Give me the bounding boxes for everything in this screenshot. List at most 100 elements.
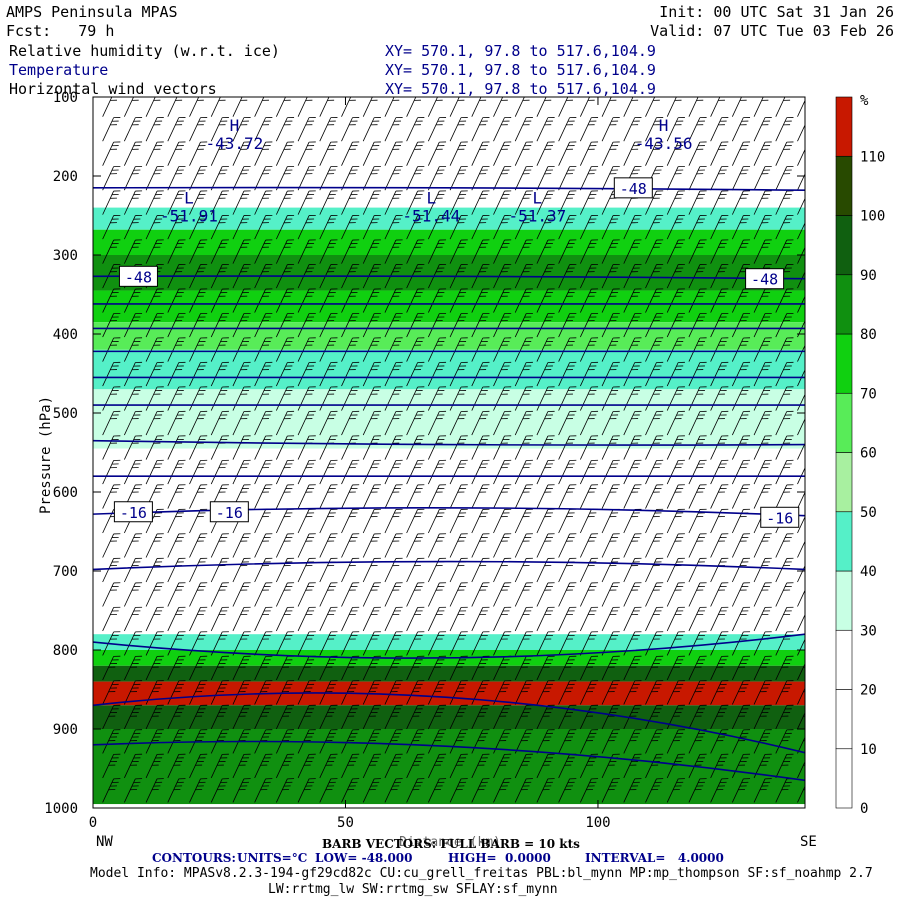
wind-barb (731, 97, 749, 117)
wind-barb (145, 606, 164, 632)
wind-barb (384, 557, 403, 583)
wind-barb (102, 435, 121, 460)
wind-barb (797, 190, 805, 215)
wind-barb (145, 166, 164, 191)
wind-barb (406, 337, 425, 362)
wind-barb (319, 753, 338, 779)
wind-barb (232, 582, 251, 607)
colorbar-tick-label: 80 (860, 327, 877, 343)
extremum-value: -51.91 (160, 207, 218, 226)
wind-barb (601, 312, 620, 338)
wind-barb (623, 117, 642, 142)
wind-barb (210, 337, 229, 362)
wind-barb (645, 557, 664, 583)
wind-barb (536, 386, 555, 411)
wind-barb (341, 97, 358, 117)
wind-barb (601, 459, 620, 485)
wind-barb (514, 729, 533, 754)
y-tick-label: 400 (53, 327, 78, 343)
wind-barb (731, 312, 751, 338)
wind-barb (797, 117, 805, 142)
wind-barb (276, 606, 295, 632)
wind-barb (623, 778, 642, 803)
wind-barb (254, 97, 271, 117)
wind-barb (167, 606, 186, 632)
wind-barb (514, 361, 533, 387)
wind-barb (666, 753, 685, 779)
wind-barb (427, 410, 447, 436)
wind-barb (493, 459, 512, 485)
wind-barb (124, 97, 141, 117)
wind-barb (493, 753, 512, 779)
wind-barb (297, 459, 316, 485)
colorbar-swatch (835, 155, 853, 216)
wind-barb (449, 606, 468, 632)
wind-barb (319, 337, 338, 362)
wind-barb (384, 680, 403, 705)
colorbar-tick-label: 40 (860, 564, 877, 580)
wind-barb (167, 459, 186, 485)
wind-barb (124, 729, 143, 754)
wind-barb (775, 655, 794, 681)
wind-barb (731, 190, 751, 215)
colorbar-tick-label: 90 (860, 268, 877, 284)
wind-barb (145, 141, 164, 166)
wind-barb (167, 337, 186, 362)
wind-barb (645, 533, 664, 558)
wind-barb (753, 410, 772, 436)
wind-barb (775, 141, 794, 166)
wind-barb (514, 508, 533, 534)
wind-barb (189, 753, 208, 779)
wind-barb (536, 214, 555, 240)
wind-barb (449, 582, 468, 607)
wind-barb (731, 680, 751, 705)
wind-barb (797, 313, 805, 338)
wind-barb (753, 459, 772, 485)
wind-barb (536, 680, 555, 705)
wind-barb (797, 411, 805, 436)
wind-barb (645, 508, 664, 534)
wind-barb (731, 631, 751, 656)
wind-barb (666, 631, 685, 656)
wind-barb (753, 337, 772, 362)
wind-barb (753, 704, 772, 730)
wind-barb (514, 117, 533, 142)
wind-barb (775, 239, 794, 264)
wind-barb (167, 655, 186, 681)
wind-barb (427, 729, 447, 754)
wind-barb (319, 606, 338, 632)
wind-barb (493, 410, 512, 436)
wind-barb (623, 606, 642, 632)
wind-barb (558, 288, 577, 313)
wind-barb (232, 190, 251, 215)
wind-barb (514, 214, 533, 240)
wind-barb (558, 117, 577, 142)
wind-barb (276, 508, 295, 534)
y-axis-label: Pressure (hPa) (38, 396, 54, 514)
wind-barb (232, 778, 251, 803)
x-end-label-left: NW (96, 834, 113, 850)
wind-barb (753, 386, 772, 411)
wind-barb (775, 606, 794, 632)
wind-barb (493, 582, 512, 607)
wind-barb (276, 484, 295, 509)
wind-barb (601, 361, 620, 387)
wind-barb (623, 312, 642, 338)
wind-barb (102, 704, 121, 730)
wind-barb (558, 508, 577, 534)
wind-barb (145, 753, 164, 779)
wind-barb (645, 190, 664, 215)
wind-barb (666, 263, 685, 289)
wind-barb (601, 533, 620, 558)
wind-barb (579, 214, 599, 240)
wind-barb (102, 606, 121, 632)
wind-barb (601, 582, 620, 607)
contours-label: CONTOURS: (152, 851, 236, 865)
wind-barb (254, 533, 273, 558)
wind-barb (276, 337, 295, 362)
wind-barb (688, 704, 707, 730)
wind-barb (797, 582, 805, 607)
wind-barb (536, 753, 555, 779)
colorbar-swatch (835, 274, 853, 335)
wind-barb (167, 239, 186, 264)
